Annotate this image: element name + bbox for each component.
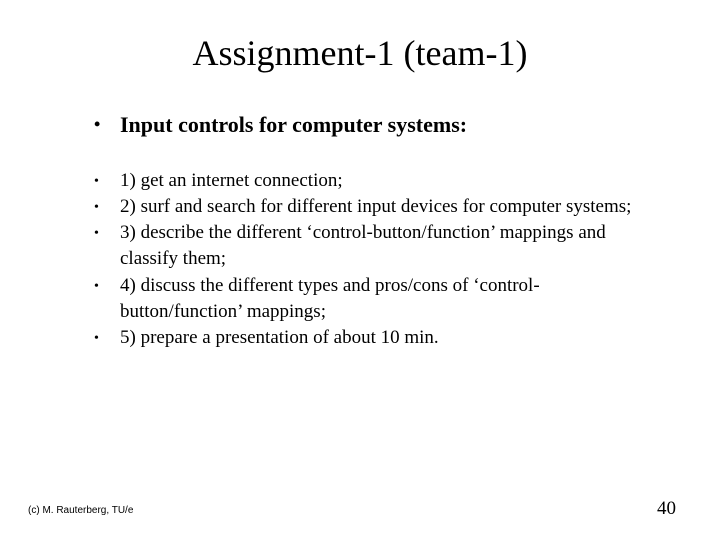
page-number: 40 — [657, 498, 676, 520]
footer-copyright: (c) M. Rauterberg, TU/e — [28, 505, 133, 516]
list-item: 3) describe the different ‘control-butto… — [94, 220, 660, 272]
intro-list: Input controls for computer systems: — [60, 110, 660, 140]
slide: Assignment-1 (team-1) Input controls for… — [0, 0, 720, 540]
body-list: 1) get an internet connection; 2) surf a… — [60, 168, 660, 352]
list-item: 1) get an internet connection; — [94, 168, 660, 194]
slide-title: Assignment-1 (team-1) — [60, 32, 660, 74]
list-item: 4) discuss the different types and pros/… — [94, 273, 660, 325]
list-item: 2) surf and search for different input d… — [94, 194, 660, 220]
intro-item: Input controls for computer systems: — [94, 110, 660, 140]
list-item: 5) prepare a presentation of about 10 mi… — [94, 325, 660, 351]
